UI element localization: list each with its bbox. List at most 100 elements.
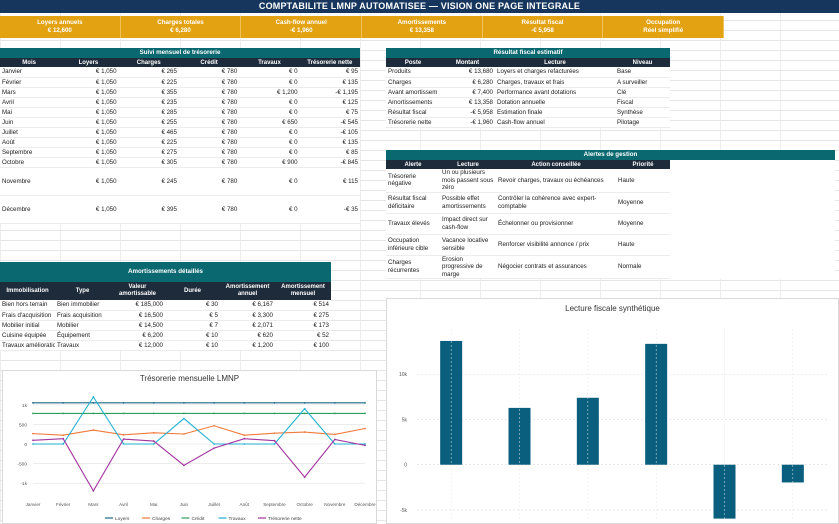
amort-cell[interactable]: € 2,071 xyxy=(220,320,275,331)
tresorerie-cell[interactable]: Juillet xyxy=(0,127,59,138)
tresorerie-cell[interactable]: -€ 35 xyxy=(299,195,360,224)
tresorerie-cell[interactable]: € 780 xyxy=(178,195,240,224)
resultat-cell[interactable]: Pilotage xyxy=(615,117,670,128)
resultat-cell[interactable]: Dotation annuelle xyxy=(495,97,615,108)
amort-cell[interactable]: Mobilier xyxy=(55,320,110,331)
alertes-cell[interactable]: Contrôler la cohérence avec expert-compt… xyxy=(496,192,616,214)
tresorerie-cell[interactable]: € 1,050 xyxy=(58,77,119,88)
amort-cell[interactable]: Mobilier initial xyxy=(0,320,55,331)
tresorerie-cell[interactable]: € 1,050 xyxy=(58,195,119,224)
amort-cell[interactable]: € 100 xyxy=(275,340,331,351)
tresorerie-cell[interactable]: € 780 xyxy=(178,67,240,78)
amort-cell[interactable]: € 514 xyxy=(275,300,331,311)
alertes-cell[interactable]: Haute xyxy=(616,234,670,256)
alertes-cell[interactable]: Possible effet amortissements xyxy=(440,192,496,214)
amort-cell[interactable]: € 14,500 xyxy=(110,320,165,331)
resultat-cell[interactable]: Loyers et charges refacturées xyxy=(495,67,615,78)
alertes-cell[interactable]: Haute xyxy=(616,169,670,193)
tresorerie-cell[interactable]: Mai xyxy=(0,107,59,118)
resultat-cell[interactable]: Cash-flow annuel xyxy=(495,117,615,128)
amort-cell[interactable]: € 6,200 xyxy=(110,330,165,341)
resultat-cell[interactable]: Synthèse xyxy=(615,107,670,118)
amort-cell[interactable]: Équipement xyxy=(55,330,110,341)
amort-cell[interactable]: € 5 xyxy=(165,310,220,321)
tresorerie-cell[interactable]: € 225 xyxy=(118,137,179,148)
alertes-cell[interactable]: Un ou plusieurs mois passent sous zéro xyxy=(440,169,496,193)
amort-cell[interactable]: Travaux amélioration xyxy=(0,340,55,351)
tresorerie-cell[interactable]: € 780 xyxy=(178,167,240,196)
amort-cell[interactable]: € 1,200 xyxy=(220,340,275,351)
alertes-cell[interactable]: Erosion progressive de marge xyxy=(440,255,496,279)
tresorerie-cell[interactable]: -€ 545 xyxy=(299,117,360,128)
amort-cell[interactable]: € 173 xyxy=(275,320,331,331)
tresorerie-cell[interactable]: € 285 xyxy=(118,107,179,118)
tresorerie-cell[interactable]: € 225 xyxy=(118,77,179,88)
tresorerie-cell[interactable]: € 305 xyxy=(118,157,179,168)
alertes-cell[interactable]: Moyenne xyxy=(616,213,670,235)
amort-cell[interactable]: € 10 xyxy=(165,330,220,341)
resultat-cell[interactable]: Clé xyxy=(615,87,670,98)
alertes-cell[interactable]: Revoir charges, travaux ou échéances xyxy=(496,169,616,193)
resultat-cell[interactable]: Base xyxy=(615,67,670,78)
tresorerie-cell[interactable]: € 0 xyxy=(239,167,300,196)
alertes-cell[interactable]: Moyenne xyxy=(616,192,670,214)
tresorerie-cell[interactable]: € 780 xyxy=(178,137,240,148)
alertes-cell[interactable]: Échelonner ou provisionner xyxy=(496,213,616,235)
alertes-cell[interactable]: Renforcer visibilité annonce / prix xyxy=(496,234,616,256)
tresorerie-cell[interactable]: € 0 xyxy=(239,67,300,78)
amort-cell[interactable]: Cuisine équipée xyxy=(0,330,55,341)
tresorerie-cell[interactable]: € 0 xyxy=(239,97,300,108)
tresorerie-cell[interactable]: Février xyxy=(0,77,59,88)
tresorerie-cell[interactable]: Janvier xyxy=(0,67,59,78)
tresorerie-cell[interactable]: € 780 xyxy=(178,87,240,98)
tresorerie-cell[interactable]: € 75 xyxy=(299,107,360,118)
amort-cell[interactable]: Bien hors terrain xyxy=(0,300,55,311)
tresorerie-cell[interactable]: Décembre xyxy=(0,195,59,224)
tresorerie-cell[interactable]: € 395 xyxy=(118,195,179,224)
tresorerie-cell[interactable]: € 135 xyxy=(299,137,360,148)
resultat-cell[interactable]: -€ 5,958 xyxy=(440,107,495,118)
resultat-cell[interactable]: € 13,358 xyxy=(440,97,495,108)
tresorerie-cell[interactable]: € 780 xyxy=(178,157,240,168)
tresorerie-cell[interactable]: € 115 xyxy=(299,167,360,196)
tresorerie-cell[interactable]: € 0 xyxy=(239,195,300,224)
resultat-cell[interactable]: A surveiller xyxy=(615,77,670,88)
tresorerie-cell[interactable]: -€ 1,195 xyxy=(299,87,360,98)
resultat-cell[interactable]: Avant amortissem xyxy=(386,87,440,98)
amort-cell[interactable]: € 7 xyxy=(165,320,220,331)
amort-cell[interactable]: Travaux xyxy=(55,340,110,351)
amort-cell[interactable]: Frais acquisition xyxy=(55,310,110,321)
resultat-cell[interactable]: Produits xyxy=(386,67,440,78)
tresorerie-cell[interactable]: € 245 xyxy=(118,167,179,196)
tresorerie-cell[interactable]: € 780 xyxy=(178,77,240,88)
tresorerie-cell[interactable]: Novembre xyxy=(0,167,59,196)
tresorerie-cell[interactable]: € 780 xyxy=(178,97,240,108)
tresorerie-cell[interactable]: € 255 xyxy=(118,117,179,128)
alertes-cell[interactable]: Impact direct sur cash-flow xyxy=(440,213,496,235)
tresorerie-cell[interactable]: € 1,200 xyxy=(239,87,300,98)
alertes-cell[interactable]: Normale xyxy=(616,255,670,279)
resultat-cell[interactable]: € 7,400 xyxy=(440,87,495,98)
alertes-cell[interactable]: Occupation inférieure cible xyxy=(386,234,440,256)
tresorerie-cell[interactable]: € 780 xyxy=(178,107,240,118)
tresorerie-cell[interactable]: € 1,050 xyxy=(58,97,119,108)
tresorerie-cell[interactable]: € 780 xyxy=(178,127,240,138)
tresorerie-cell[interactable]: € 1,050 xyxy=(58,127,119,138)
tresorerie-cell[interactable]: € 1,050 xyxy=(58,167,119,196)
resultat-cell[interactable]: -€ 1,960 xyxy=(440,117,495,128)
amort-cell[interactable]: Bien immobilier xyxy=(55,300,110,311)
tresorerie-cell[interactable]: € 0 xyxy=(239,107,300,118)
resultat-cell[interactable]: Fiscal xyxy=(615,97,670,108)
resultat-cell[interactable]: € 6,280 xyxy=(440,77,495,88)
tresorerie-cell[interactable]: € 1,050 xyxy=(58,157,119,168)
tresorerie-cell[interactable]: € 780 xyxy=(178,147,240,158)
tresorerie-cell[interactable]: € 235 xyxy=(118,97,179,108)
resultat-cell[interactable]: Charges, travaux et frais xyxy=(495,77,615,88)
tresorerie-cell[interactable]: Juin xyxy=(0,117,59,128)
amort-cell[interactable]: Frais d'acquisition xyxy=(0,310,55,321)
amort-cell[interactable]: € 12,000 xyxy=(110,340,165,351)
amort-cell[interactable]: € 52 xyxy=(275,330,331,341)
tresorerie-cell[interactable]: € 135 xyxy=(299,77,360,88)
resultat-cell[interactable]: Résultat fiscal xyxy=(386,107,440,118)
tresorerie-cell[interactable]: € 125 xyxy=(299,97,360,108)
